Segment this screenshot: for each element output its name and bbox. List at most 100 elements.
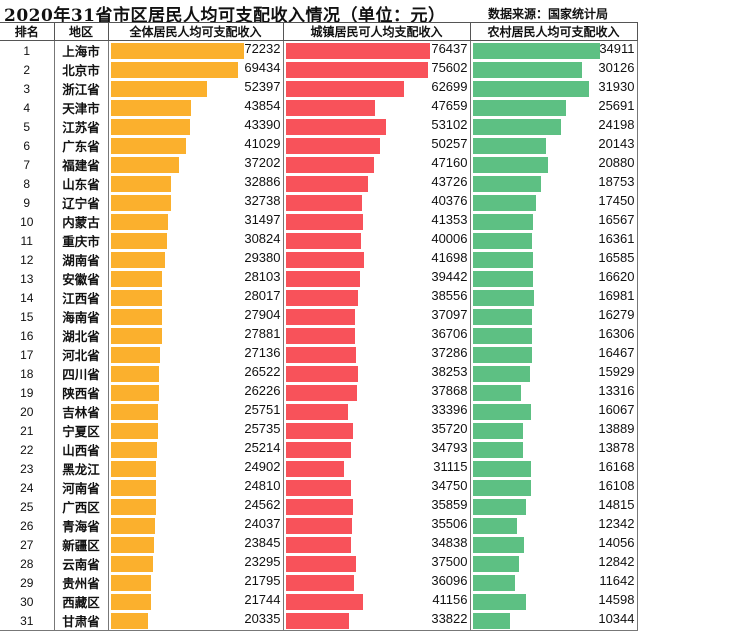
rural-cell: 16108	[469, 478, 638, 497]
urban-value: 41698	[431, 250, 468, 265]
rural-bar	[472, 498, 527, 515]
urban-value: 40376	[431, 193, 468, 208]
urban-bar	[285, 346, 356, 363]
rural-value: 16306	[598, 326, 635, 341]
total-bar	[110, 403, 158, 420]
total-value: 27136	[244, 345, 281, 360]
total-cell: 23295	[107, 554, 284, 573]
table-row: 8 山东省 32886 43726 18753	[0, 174, 638, 193]
rank-cell: 17	[0, 345, 55, 364]
total-cell: 24902	[107, 459, 284, 478]
total-cell: 41029	[107, 136, 284, 155]
urban-bar	[285, 536, 352, 553]
rank-cell: 3	[0, 79, 55, 98]
urban-cell: 37286	[282, 345, 471, 364]
total-bar	[110, 308, 162, 325]
region-cell: 湖北省	[53, 326, 109, 345]
rural-cell: 12342	[469, 516, 638, 535]
total-value: 43390	[244, 117, 281, 132]
rural-bar	[472, 593, 526, 610]
rural-cell: 34911	[469, 40, 638, 60]
urban-bar	[285, 232, 361, 249]
rural-value: 12842	[598, 554, 635, 569]
rural-cell: 16467	[469, 345, 638, 364]
rural-value: 13889	[598, 421, 635, 436]
total-value: 26226	[244, 383, 281, 398]
rural-bar	[472, 99, 566, 116]
total-value: 21744	[244, 592, 281, 607]
total-cell: 52397	[107, 79, 284, 98]
urban-value: 35859	[431, 497, 468, 512]
urban-cell: 34750	[282, 478, 471, 497]
rank-cell: 21	[0, 421, 55, 440]
urban-cell: 41698	[282, 250, 471, 269]
rural-bar	[472, 213, 533, 230]
total-value: 32886	[244, 174, 281, 189]
urban-bar	[285, 574, 354, 591]
rural-cell: 16567	[469, 212, 638, 231]
total-bar	[110, 536, 155, 553]
table-row: 4 天津市 43854 47659 25691	[0, 98, 638, 117]
urban-value: 34793	[431, 440, 468, 455]
table-row: 20 吉林省 25751 33396 16067	[0, 402, 638, 421]
rural-cell: 16168	[469, 459, 638, 478]
table-row: 26 青海省 24037 35506 12342	[0, 516, 638, 535]
total-bar	[110, 346, 161, 363]
rank-cell: 1	[0, 40, 55, 60]
total-value: 24037	[244, 516, 281, 531]
region-cell: 山西省	[53, 440, 109, 459]
total-value: 26522	[244, 364, 281, 379]
urban-value: 53102	[431, 117, 468, 132]
rank-cell: 25	[0, 497, 55, 516]
rural-value: 16067	[598, 402, 635, 417]
rank-cell: 24	[0, 478, 55, 497]
rural-bar	[472, 422, 524, 439]
total-cell: 31497	[107, 212, 284, 231]
region-cell: 四川省	[53, 364, 109, 383]
rural-cell: 25691	[469, 98, 638, 117]
rural-bar	[472, 251, 533, 268]
total-bar	[110, 365, 160, 382]
urban-cell: 53102	[282, 117, 471, 136]
rank-cell: 14	[0, 288, 55, 307]
rural-bar	[472, 175, 541, 192]
region-cell: 江西省	[53, 288, 109, 307]
col-header-total: 全体居民人均可支配收入	[107, 22, 284, 41]
urban-bar	[285, 365, 358, 382]
urban-bar	[285, 289, 359, 306]
rural-cell: 30126	[469, 60, 638, 79]
table-row: 10 内蒙古 31497 41353 16567	[0, 212, 638, 231]
region-cell: 陕西省	[53, 383, 109, 402]
urban-value: 47160	[431, 155, 468, 170]
urban-cell: 37868	[282, 383, 471, 402]
table-row: 30 西藏区 21744 41156 14598	[0, 592, 638, 611]
rank-cell: 9	[0, 193, 55, 212]
urban-value: 33822	[431, 611, 468, 626]
urban-cell: 35506	[282, 516, 471, 535]
rural-value: 16168	[598, 459, 635, 474]
total-bar	[110, 612, 148, 629]
region-cell: 浙江省	[53, 79, 109, 98]
rural-bar	[472, 479, 532, 496]
total-value: 30824	[244, 231, 281, 246]
rural-cell: 20143	[469, 136, 638, 155]
rural-value: 10344	[598, 611, 635, 626]
rural-cell: 10344	[469, 611, 638, 631]
urban-bar	[285, 479, 351, 496]
total-value: 24562	[244, 497, 281, 512]
table-row: 14 江西省 28017 38556 16981	[0, 288, 638, 307]
region-cell: 安徽省	[53, 269, 109, 288]
urban-value: 36706	[431, 326, 468, 341]
rural-cell: 24198	[469, 117, 638, 136]
urban-cell: 40376	[282, 193, 471, 212]
rural-value: 16567	[598, 212, 635, 227]
table-row: 25 广西区 24562 35859 14815	[0, 497, 638, 516]
rural-bar	[472, 137, 546, 154]
total-bar	[110, 384, 159, 401]
urban-value: 35720	[431, 421, 468, 436]
total-bar	[110, 593, 151, 610]
rural-cell: 16306	[469, 326, 638, 345]
urban-bar	[285, 118, 386, 135]
rural-cell: 16585	[469, 250, 638, 269]
urban-cell: 37097	[282, 307, 471, 326]
